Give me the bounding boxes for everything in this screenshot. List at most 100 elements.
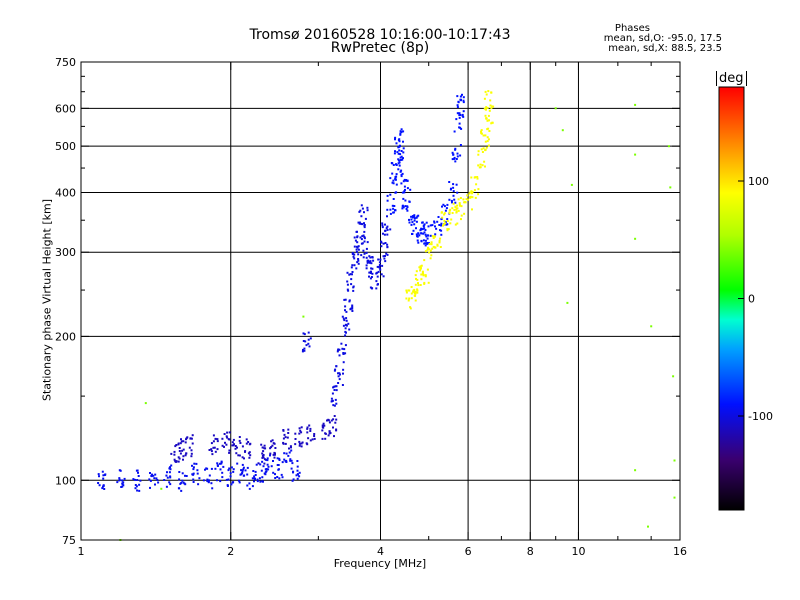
data-point: [412, 229, 415, 232]
data-point: [178, 478, 181, 481]
data-point: [227, 478, 230, 481]
data-point: [421, 221, 424, 224]
data-point: [357, 245, 360, 248]
data-point: [218, 462, 221, 465]
data-point: [362, 249, 365, 252]
data-point: [342, 368, 345, 371]
data-point: [400, 150, 403, 152]
data-point: [136, 469, 139, 472]
data-point: [118, 477, 121, 480]
data-point: [380, 273, 383, 276]
data-point: [348, 328, 351, 331]
data-point: [344, 305, 347, 308]
data-point: [381, 222, 384, 225]
data-point: [480, 129, 483, 132]
data-point: [266, 459, 269, 462]
data-point: [667, 145, 670, 148]
data-point: [210, 442, 213, 445]
data-point: [382, 255, 385, 258]
data-point: [440, 224, 443, 227]
data-point: [306, 431, 309, 434]
data-point: [359, 209, 362, 212]
data-point: [244, 450, 247, 453]
data-point: [384, 242, 387, 244]
data-point: [380, 241, 383, 244]
data-point: [451, 212, 454, 214]
data-point: [483, 97, 486, 100]
data-point: [376, 275, 379, 278]
data-point: [451, 158, 454, 161]
data-point: [447, 228, 450, 231]
data-point: [402, 197, 405, 200]
data-point: [134, 478, 136, 481]
data-point: [449, 188, 452, 191]
data-point: [413, 219, 416, 222]
data-point: [345, 319, 348, 322]
data-point: [394, 177, 397, 180]
data-point: [221, 476, 224, 479]
data-point: [456, 112, 459, 115]
data-point: [462, 115, 465, 118]
data-point: [356, 261, 359, 264]
data-point: [149, 472, 151, 474]
data-point: [386, 233, 389, 236]
data-point: [436, 220, 439, 223]
data-point: [418, 266, 421, 269]
data-point: [298, 432, 301, 435]
data-point: [173, 450, 176, 453]
data-point: [242, 468, 245, 471]
data-point: [327, 419, 330, 422]
data-point: [212, 446, 215, 449]
data-point: [191, 473, 194, 476]
data-point: [385, 252, 388, 255]
data-point: [402, 180, 405, 183]
data-point: [182, 440, 185, 443]
data-point: [265, 458, 268, 461]
data-point: [344, 323, 347, 326]
data-point: [289, 459, 292, 462]
data-point: [178, 447, 181, 449]
data-point: [365, 247, 368, 250]
data-point: [440, 222, 443, 225]
data-point: [348, 299, 351, 302]
data-point: [241, 445, 244, 448]
data-point: [336, 350, 339, 353]
data-point: [351, 304, 354, 307]
data-point: [231, 444, 234, 447]
data-point: [432, 235, 435, 238]
data-point: [360, 254, 363, 257]
chart-title: Tromsø 20160528 10:16:00-10:17:43: [249, 27, 511, 43]
data-point: [152, 474, 155, 477]
data-point: [452, 190, 455, 193]
data-point: [420, 228, 423, 231]
data-point: [488, 130, 491, 132]
data-point: [116, 481, 119, 484]
data-point: [276, 457, 279, 460]
data-point: [296, 477, 299, 480]
data-point: [415, 233, 418, 236]
data-point: [296, 460, 299, 462]
data-point: [450, 199, 453, 202]
data-point: [264, 471, 267, 474]
data-point: [232, 444, 235, 447]
data-point: [260, 443, 263, 446]
data-point: [381, 264, 384, 267]
data-point: [489, 104, 492, 107]
data-point: [417, 232, 420, 235]
data-point: [402, 157, 404, 160]
data-point: [208, 474, 211, 477]
data-point: [210, 467, 213, 470]
data-point: [486, 136, 489, 139]
data-point: [175, 444, 178, 446]
data-point: [163, 479, 166, 481]
data-point: [403, 178, 406, 181]
data-point: [403, 191, 406, 194]
data-point: [338, 348, 341, 351]
data-point: [261, 480, 264, 483]
data-point: [455, 183, 458, 186]
data-point: [313, 433, 316, 435]
data-point: [360, 238, 363, 241]
data-point: [303, 349, 306, 352]
data-point: [298, 442, 301, 445]
